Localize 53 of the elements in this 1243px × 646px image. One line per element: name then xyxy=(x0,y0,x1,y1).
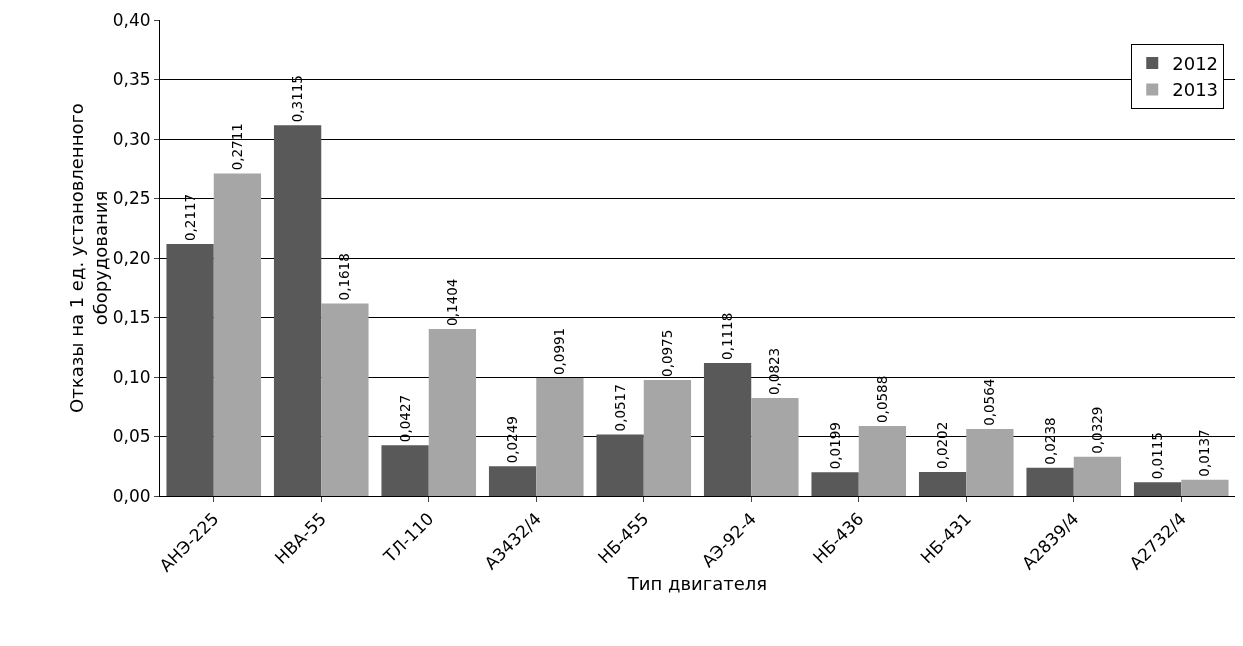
y-tick-label: 0,40 xyxy=(112,9,151,30)
y-tick-label: 0,10 xyxy=(112,366,151,387)
bar xyxy=(1181,479,1229,496)
bar xyxy=(918,471,967,496)
data-label: 0,0588 xyxy=(873,375,890,424)
data-label: 0,0137 xyxy=(1196,429,1213,477)
bar xyxy=(1133,482,1182,496)
data-label: 0,0823 xyxy=(766,347,783,396)
y-tick-label: 0,30 xyxy=(112,128,151,149)
data-label: 0,0202 xyxy=(934,421,951,469)
y-axis-title: Отказы на 1 ед. установленного оборудования xyxy=(66,103,111,413)
legend-label: 2012 xyxy=(1172,53,1219,75)
bar xyxy=(213,173,262,496)
data-label: 0,0329 xyxy=(1088,406,1105,454)
bar xyxy=(596,434,644,496)
data-label: 0,0238 xyxy=(1041,417,1058,465)
bar xyxy=(273,125,322,496)
bar xyxy=(1073,456,1122,496)
y-tick-label: 0,15 xyxy=(112,307,151,328)
bar xyxy=(858,426,907,496)
data-label: 0,0199 xyxy=(826,422,843,470)
bar xyxy=(811,472,859,496)
data-label: 0,0249 xyxy=(504,416,521,464)
data-label: 0,1618 xyxy=(336,253,353,301)
bar xyxy=(166,244,214,496)
data-label: 0,0115 xyxy=(1149,432,1166,480)
data-label: 0,0427 xyxy=(396,394,413,443)
data-label: 0,2117 xyxy=(181,193,198,242)
y-tick-label: 0,35 xyxy=(112,69,151,90)
x-axis-title: Тип двигателя xyxy=(626,572,768,594)
data-label: 0,2711 xyxy=(228,123,245,171)
y-tick-label: 0,20 xyxy=(112,247,151,268)
bar xyxy=(751,398,799,496)
legend-label: 2013 xyxy=(1172,79,1219,101)
bar xyxy=(966,428,1014,496)
bar xyxy=(381,445,429,496)
data-label: 0,1118 xyxy=(719,312,736,360)
y-tick-label: 0,25 xyxy=(112,188,151,209)
bar xyxy=(321,303,369,496)
y-tick-label: 0,00 xyxy=(112,485,151,506)
data-label: 0,0991 xyxy=(551,327,568,376)
data-label: 0,0564 xyxy=(981,378,998,426)
bar xyxy=(536,378,584,496)
data-label: 0,0975 xyxy=(658,329,675,377)
bar xyxy=(488,466,537,496)
bar xyxy=(703,362,752,496)
bar xyxy=(643,379,692,496)
data-label: 0,1404 xyxy=(443,278,460,326)
bar xyxy=(428,328,477,496)
bar xyxy=(1026,467,1074,496)
data-label: 0,0517 xyxy=(611,384,628,432)
data-label: 0,3115 xyxy=(289,75,306,123)
y-tick-label: 0,05 xyxy=(112,426,151,447)
